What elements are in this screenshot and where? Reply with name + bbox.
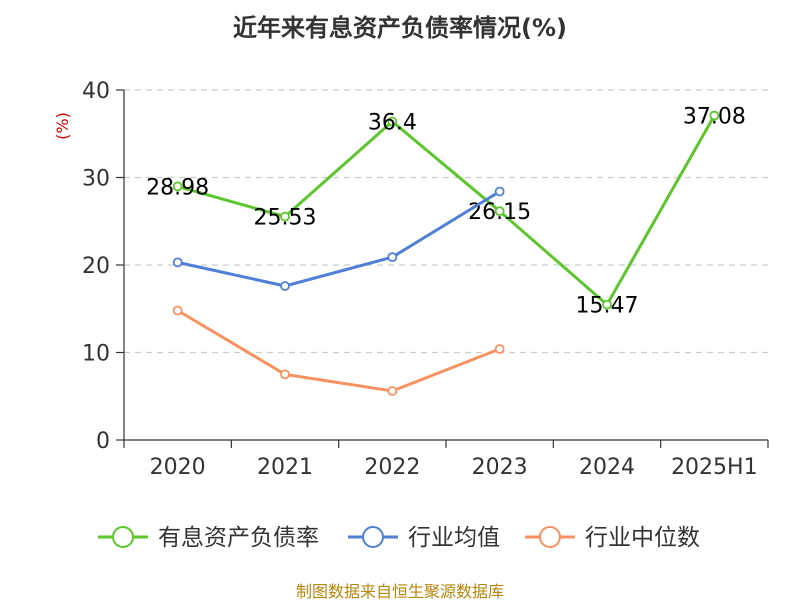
data-label: 15.47 xyxy=(576,294,639,319)
legend-marker xyxy=(539,526,561,548)
data-label: 37.08 xyxy=(683,105,746,130)
x-tick-label: 2021 xyxy=(257,455,313,480)
data-point xyxy=(494,206,505,217)
legend-marker xyxy=(362,526,384,548)
legend-marker xyxy=(112,526,134,548)
x-tick-label: 2020 xyxy=(150,455,206,480)
data-label: 28.98 xyxy=(146,175,209,200)
data-point xyxy=(172,257,183,268)
y-tick-label: 0 xyxy=(96,429,110,454)
legend-label: 有息资产负债率 xyxy=(158,525,319,551)
data-point xyxy=(172,181,183,192)
series-line-1 xyxy=(177,190,501,288)
series-line-0 xyxy=(177,114,716,307)
x-tick-label: 2025H1 xyxy=(671,455,758,480)
chart-title: 近年来有息资产负债率情况(%) xyxy=(233,14,567,42)
y-tick-label: 20 xyxy=(82,254,110,279)
data-point xyxy=(280,369,290,380)
series-line-2 xyxy=(176,309,501,393)
data-point xyxy=(280,281,290,291)
data-point xyxy=(709,110,720,121)
y-tick-label: 30 xyxy=(82,167,110,192)
y-tick-label: 40 xyxy=(82,79,110,104)
data-point xyxy=(494,186,505,197)
data-label: 36.4 xyxy=(368,111,417,136)
data-point xyxy=(172,305,183,316)
data-point xyxy=(387,252,398,263)
y-tick-label: 10 xyxy=(82,342,110,367)
data-point xyxy=(387,386,398,396)
legend-label: 行业中位数 xyxy=(585,525,700,551)
x-tick-label: 2022 xyxy=(364,455,420,480)
chart-source: 制图数据来自恒生聚源数据库 xyxy=(295,582,504,601)
data-point xyxy=(494,344,505,354)
data-label: 25.53 xyxy=(254,206,317,231)
legend-label: 行业均值 xyxy=(408,525,500,551)
data-point xyxy=(280,211,290,222)
data-point xyxy=(602,299,612,310)
data-point xyxy=(387,116,398,127)
y-axis-unit: (%) xyxy=(53,112,72,140)
x-tick-label: 2024 xyxy=(579,455,635,480)
x-tick-label: 2023 xyxy=(472,455,528,480)
